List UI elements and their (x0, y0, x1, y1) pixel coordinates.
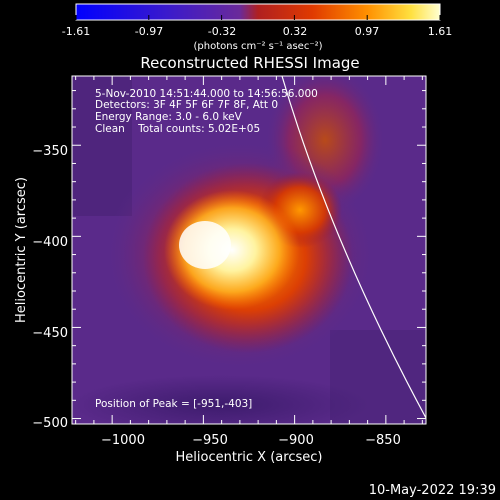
footer-timestamp: 10-May-2022 19:39 (369, 483, 496, 498)
colorbar-tick-label: -1.61 (62, 25, 90, 38)
solar-limb (281, 75, 427, 419)
peak-position-label: Position of Peak = [-951,-403] (95, 398, 252, 410)
annotation-energy-range: Energy Range: 3.0 - 6.0 keV (95, 111, 243, 123)
colorbar (75, 3, 441, 21)
colorbar-tick-label: -0.97 (135, 25, 163, 38)
x-tick-label: −1000 (101, 433, 145, 448)
annotation-detectors: Detectors: 3F 4F 5F 6F 7F 8F, Att 0 (95, 99, 278, 111)
y-tick-label: −350 (32, 144, 68, 159)
colorbar-ticks (75, 15, 441, 20)
colorbar-tick-label: 0.32 (283, 25, 308, 38)
x-tick-label: −850 (365, 433, 401, 448)
annotation-clean-counts: Clean Total counts: 5.02E+05 (95, 123, 260, 135)
colorbar-unit-label: (photons cm⁻² s⁻¹ asec⁻²) (193, 41, 322, 52)
plot-frame (71, 75, 427, 425)
x-tick-label: −950 (192, 433, 228, 448)
y-axis-label: Heliocentric Y (arcsec) (14, 177, 29, 323)
chart-title: Reconstructed RHESSI Image (140, 54, 359, 72)
y-tick-label: −400 (32, 235, 68, 250)
y-tick-label: −450 (32, 326, 68, 341)
x-axis-label: Heliocentric X (arcsec) (176, 450, 323, 465)
colorbar-tick-label: -0.32 (208, 25, 236, 38)
heatmap-image (72, 76, 426, 424)
axis-ticks (72, 76, 426, 424)
colorbar-tick-label: 0.97 (355, 25, 380, 38)
y-tick-label: −500 (32, 416, 68, 431)
colorbar-tick-label: 1.61 (428, 25, 453, 38)
x-tick-label: −900 (278, 433, 314, 448)
annotation-time-range: 5-Nov-2010 14:51:44.000 to 14:56:56.000 (95, 88, 318, 100)
